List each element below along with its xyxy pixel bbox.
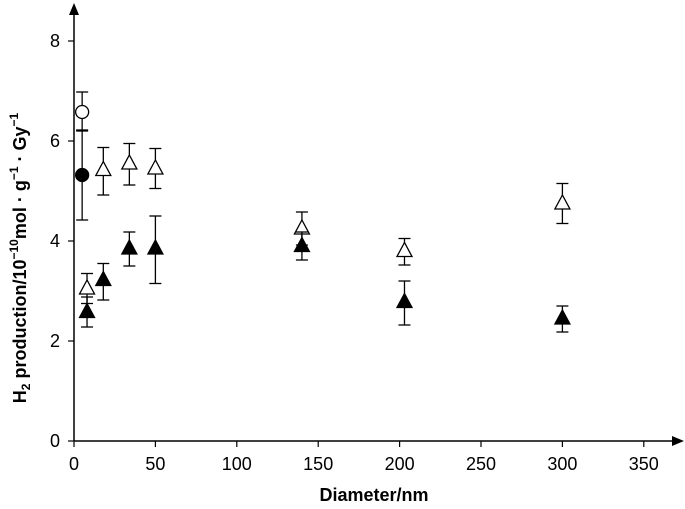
y-tick-label: 6 — [50, 131, 60, 151]
y-title-text1: production/10 — [10, 260, 30, 384]
open-triangle-marker — [146, 158, 164, 175]
series-open-triangle — [78, 142, 571, 305]
y-tick-label: 2 — [50, 331, 60, 351]
y-title-exp2: −1 — [7, 166, 21, 180]
y-title-exp3: −1 — [7, 112, 21, 126]
filled-triangle-marker — [553, 308, 571, 325]
y-title-sub: 2 — [19, 383, 33, 390]
series-open-circle — [74, 91, 90, 132]
x-tick-label: 350 — [629, 454, 659, 474]
x-tick-label: 50 — [145, 454, 165, 474]
x-tick-label: 150 — [303, 454, 333, 474]
y-tick-label: 4 — [50, 231, 60, 251]
filled-triangle-marker — [293, 236, 311, 253]
filled-triangle-marker — [146, 238, 164, 255]
series-filled-triangle — [78, 215, 571, 333]
open-triangle-marker — [94, 160, 112, 177]
x-tick-label: 100 — [222, 454, 252, 474]
series-filled-circle — [74, 129, 90, 221]
filled-triangle-marker — [94, 270, 112, 287]
series-layer — [74, 91, 571, 333]
x-tick-label: 250 — [466, 454, 496, 474]
filled-triangle-marker — [120, 238, 138, 255]
open-triangle-marker — [78, 278, 96, 295]
filled-triangle-marker — [78, 302, 96, 319]
y-title-exp1: −10 — [7, 239, 21, 260]
y-axis-title: H2 production/10−10mol · g−1 · Gy−1 — [7, 112, 33, 403]
open-triangle-marker — [395, 241, 414, 258]
x-tick-label: 300 — [547, 454, 577, 474]
x-tick-label: 200 — [385, 454, 415, 474]
filled-circle-marker — [74, 167, 90, 183]
x-axis-title: Diameter/nm — [319, 485, 428, 505]
y-axis-arrow — [69, 3, 79, 15]
y-title-text3: · Gy — [10, 126, 30, 166]
y-tick-label: 0 — [50, 431, 60, 451]
open-triangle-marker — [553, 193, 571, 210]
open-triangle-marker — [120, 153, 138, 170]
x-axis-arrow — [672, 436, 684, 446]
y-tick-label: 8 — [50, 31, 60, 51]
axes — [69, 3, 684, 446]
open-circle-marker — [74, 104, 90, 120]
ticks: 0 50 100 150 200 250 300 350 0 2 4 6 8 — [50, 31, 659, 474]
filled-triangle-marker — [395, 292, 414, 309]
x-tick-label: 0 — [69, 454, 79, 474]
y-title-text2: mol · g — [10, 180, 30, 239]
y-title-h: H — [10, 390, 30, 403]
